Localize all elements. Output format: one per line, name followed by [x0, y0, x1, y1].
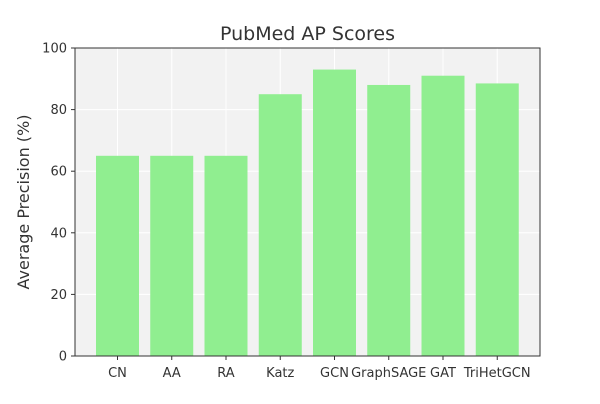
plot-background [75, 48, 540, 356]
bar-gcn [313, 69, 356, 356]
y-tick-label: 80 [50, 103, 67, 118]
y-axis-label: Average Precision (%) [14, 115, 33, 290]
x-tick-label: RA [217, 366, 235, 381]
x-tick-label: AA [163, 366, 181, 381]
bar-gat [421, 75, 465, 356]
y-tick-label: 100 [42, 42, 67, 57]
x-tick-label: GAT [430, 366, 456, 381]
y-tick-label: 0 [59, 350, 67, 365]
y-axis: 0 20 40 60 80 100 [42, 42, 75, 365]
x-axis: CN AA RA Katz GCN GraphSAGE GAT TriHetGCN [108, 356, 531, 381]
bar-trihetgcn [475, 83, 519, 357]
x-tick-label: GraphSAGE [351, 366, 426, 381]
chart-title: PubMed AP Scores [220, 23, 395, 45]
bar-cn [96, 155, 139, 356]
y-tick-label: 60 [50, 165, 67, 180]
bar-aa [150, 155, 194, 356]
x-tick-label: CN [108, 366, 127, 381]
bar-ra [204, 155, 248, 356]
y-tick-label: 40 [50, 226, 67, 241]
x-tick-label: GCN [320, 366, 349, 381]
x-tick-label: Katz [266, 366, 294, 381]
bars [96, 69, 519, 357]
x-tick-label: TriHetGCN [463, 366, 531, 381]
plot-frame [74, 47, 541, 357]
y-tick-label: 20 [50, 288, 67, 303]
bar-katz [258, 94, 302, 356]
bar-graphsage [367, 84, 411, 357]
